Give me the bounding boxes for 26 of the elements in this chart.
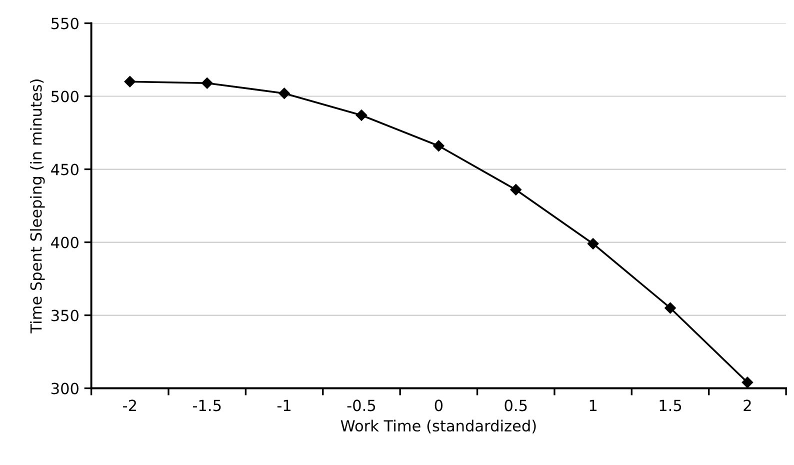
point <box>124 76 136 88</box>
y-tick-label: 400 <box>51 236 78 248</box>
point <box>278 88 290 99</box>
x-tick-label: 1.5 <box>660 400 682 412</box>
x-tick-label: 0 <box>434 400 443 412</box>
point <box>742 376 754 388</box>
x-axis-title: Work Time (standardized) <box>340 420 536 434</box>
point <box>664 302 676 314</box>
x-tick-label: -2 <box>123 400 136 411</box>
point <box>510 184 522 196</box>
y-tick-label: 300 <box>52 382 78 394</box>
x-tick-label: 0.5 <box>504 400 527 412</box>
point <box>201 78 213 89</box>
x-tick-label: -1 <box>277 400 290 411</box>
y-tick-label: 350 <box>52 310 78 322</box>
y-tick-label: 500 <box>52 90 78 102</box>
y-tick-label: 450 <box>51 164 78 176</box>
y-axis-title: Time Spent Sleeping (in minutes) <box>30 80 45 334</box>
point <box>587 238 599 250</box>
y-tick-label: 550 <box>52 18 78 30</box>
x-tick-label: 1 <box>590 400 597 411</box>
point <box>433 140 444 152</box>
x-tick-label: 2 <box>744 400 751 411</box>
x-tick-label: -0.5 <box>347 400 376 412</box>
point <box>356 110 368 121</box>
x-tick-label: -1.5 <box>192 400 221 412</box>
